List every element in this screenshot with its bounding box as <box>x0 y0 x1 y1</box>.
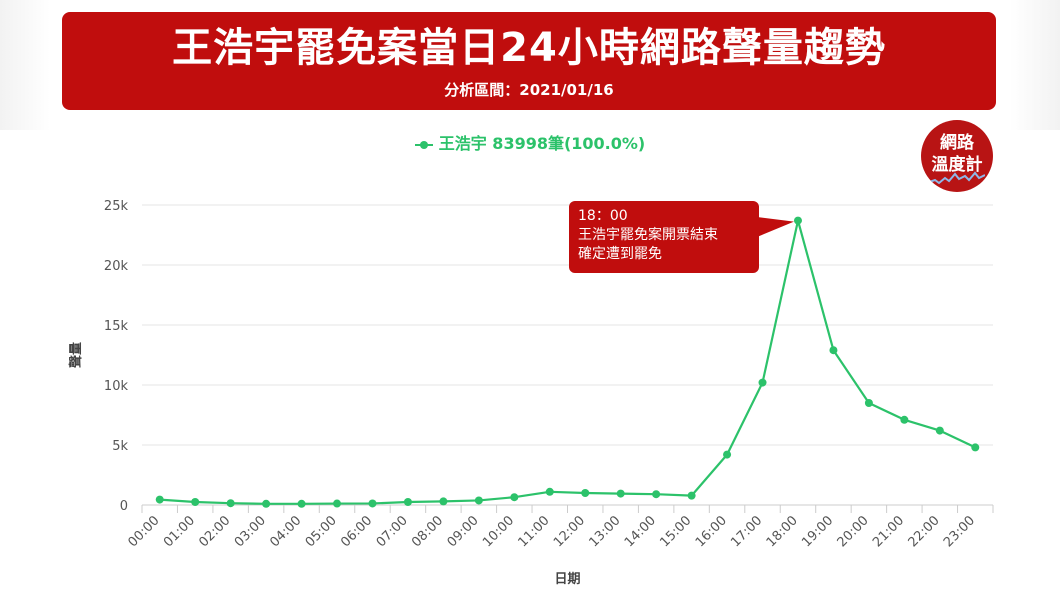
data-point <box>935 426 944 435</box>
right-edge-fade <box>1010 0 1060 130</box>
x-axis-title: 日期 <box>554 572 580 587</box>
chart-subtitle: 分析區間：2021/01/16 <box>444 81 614 99</box>
data-point <box>793 216 802 225</box>
annotation-text-line: 確定遭到罷免 <box>578 246 662 262</box>
x-tick-label: 12:00 <box>551 513 588 550</box>
x-tick-label: 15:00 <box>657 513 694 550</box>
legend-series-marker <box>414 140 433 150</box>
x-tick-label: 02:00 <box>196 513 233 550</box>
data-point <box>723 450 732 459</box>
y-tick-label: 20k <box>104 259 129 274</box>
x-tick-label: 01:00 <box>161 513 198 550</box>
data-point <box>545 487 554 496</box>
chart-title: 王浩宇罷免案當日24小時網路聲量趨勢 <box>172 25 886 71</box>
x-tick-label: 08:00 <box>409 513 446 550</box>
x-tick-label: 21:00 <box>870 513 907 550</box>
legend-series-label: 王浩宇 83998筆(100.0%) <box>438 134 646 153</box>
x-tick-label: 03:00 <box>232 513 269 550</box>
x-tick-label: 20:00 <box>835 513 872 550</box>
x-tick-label: 04:00 <box>267 513 304 550</box>
data-point <box>971 443 980 452</box>
x-tick-label: 07:00 <box>374 513 411 550</box>
data-point <box>403 498 412 506</box>
data-point <box>474 496 483 505</box>
data-point <box>652 490 661 499</box>
x-tick-label: 11:00 <box>515 513 552 550</box>
y-axis-title: 聲量 <box>68 342 84 368</box>
x-tick-label: 23:00 <box>941 513 978 550</box>
logo-wave-icon <box>929 171 985 185</box>
data-point <box>191 498 200 506</box>
data-point <box>687 491 696 500</box>
title-banner: 王浩宇罷免案當日24小時網路聲量趨勢 分析區間：2021/01/16 <box>62 12 996 110</box>
data-point <box>226 499 235 508</box>
logo-text-line1: 網路 <box>940 133 974 153</box>
data-point <box>262 499 271 508</box>
x-tick-label: 14:00 <box>622 513 659 550</box>
annotation-box <box>569 201 759 273</box>
data-point <box>510 493 519 502</box>
left-edge-fade <box>0 0 50 130</box>
x-tick-label: 17:00 <box>728 513 765 550</box>
x-tick-label: 13:00 <box>586 513 623 550</box>
annotation-text-line: 王浩宇罷免案開票結束 <box>578 226 718 243</box>
data-point <box>758 378 767 387</box>
x-tick-label: 06:00 <box>338 513 375 550</box>
x-tick-label: 22:00 <box>906 513 943 550</box>
y-tick-label: 25k <box>104 199 129 214</box>
data-point <box>900 415 909 424</box>
data-point <box>829 346 838 355</box>
data-point <box>439 497 448 506</box>
series-line <box>159 219 976 505</box>
annotation-text-line: 18：00 <box>578 208 628 224</box>
y-tick-label: 10k <box>104 379 129 394</box>
y-tick-label: 5k <box>112 439 128 454</box>
legend[interactable]: 王浩宇 83998筆(100.0%) <box>0 130 1060 154</box>
data-point <box>368 499 377 508</box>
data-point <box>297 499 306 508</box>
x-tick-label: 10:00 <box>480 513 517 550</box>
data-point <box>333 499 342 508</box>
brand-logo: 網路 溫度計 <box>921 120 993 192</box>
logo-text-line2: 溫度計 <box>931 155 983 175</box>
x-tick-label: 19:00 <box>799 513 836 550</box>
x-tick-label: 09:00 <box>445 513 482 550</box>
annotation-pointer <box>757 217 794 237</box>
x-tick-label: 05:00 <box>303 513 340 550</box>
data-point <box>155 495 164 504</box>
data-point <box>581 489 590 497</box>
y-tick-label: 0 <box>120 499 128 514</box>
y-tick-label: 15k <box>104 319 129 334</box>
data-point <box>616 489 625 498</box>
x-tick-label: 16:00 <box>693 513 730 550</box>
data-point <box>864 399 873 407</box>
x-tick-label: 00:00 <box>125 513 162 550</box>
x-tick-label: 18:00 <box>764 513 801 550</box>
